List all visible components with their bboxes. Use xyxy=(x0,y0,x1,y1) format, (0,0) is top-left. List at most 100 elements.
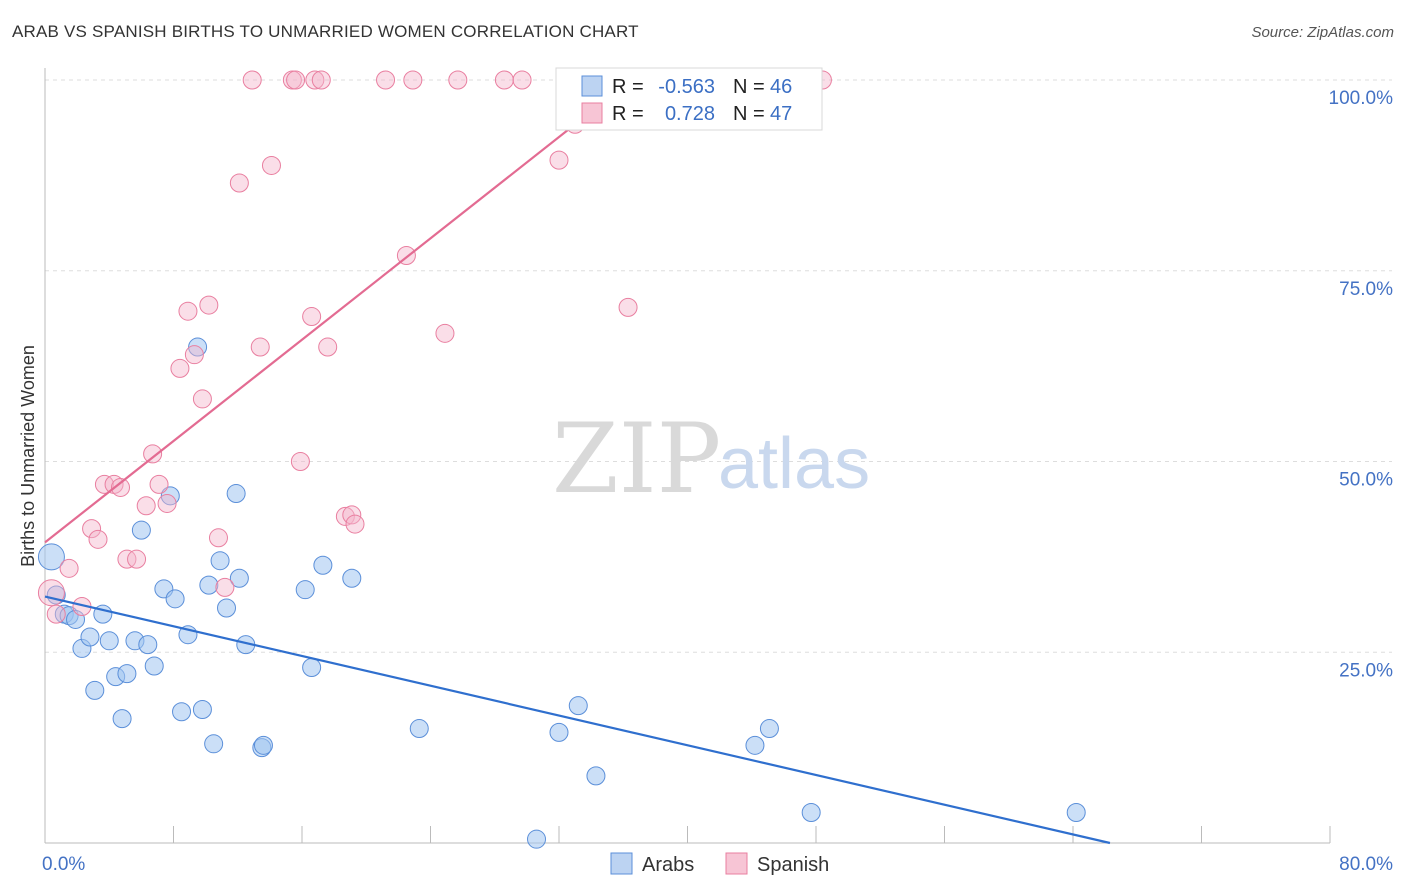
watermark-atlas: atlas xyxy=(718,424,870,504)
arabs-point-25 xyxy=(204,734,224,754)
arabs-point-20 xyxy=(172,702,192,722)
stats-legend: R = -0.563 N = 46 R = 0.728 N = 47 xyxy=(555,67,823,131)
stats-arabs-r-label: R = xyxy=(612,76,644,98)
arabs-point-45 xyxy=(1066,802,1086,822)
legend-label-spanish: Spanish xyxy=(757,854,829,876)
spanish-point-8 xyxy=(110,477,130,497)
arabs-point-44 xyxy=(801,802,821,822)
spanish-point-25 xyxy=(261,155,281,175)
spanish-point-12 xyxy=(143,444,163,464)
arabs-point-37 xyxy=(409,719,429,739)
arabs-point-41 xyxy=(586,766,606,786)
spanish-point-29 xyxy=(302,307,322,327)
spanish-point-1 xyxy=(46,604,66,624)
legend-label-arabs: Arabs xyxy=(642,854,694,876)
spanish-point-27 xyxy=(286,70,306,90)
arabs-point-11 xyxy=(112,709,132,729)
arabs-point-29 xyxy=(229,568,249,588)
arabs-point-38 xyxy=(527,829,547,849)
spanish-point-10 xyxy=(127,549,147,569)
trend-lines xyxy=(44,79,1111,845)
chart-title: ARAB VS SPANISH BIRTHS TO UNMARRIED WOME… xyxy=(12,22,639,41)
spanish-point-17 xyxy=(184,345,204,365)
stats-swatch-spanish xyxy=(581,102,603,124)
arabs-point-16 xyxy=(144,656,164,676)
y-tick-label-3: 100.0% xyxy=(1329,88,1394,109)
stats-spanish-r-value: 0.728 xyxy=(665,103,715,125)
spanish-point-43 xyxy=(549,150,569,170)
arabs-point-7 xyxy=(85,680,105,700)
gridlines xyxy=(45,79,1392,653)
watermark: ZIP atlas xyxy=(552,403,870,515)
watermark-zip: ZIP xyxy=(552,403,721,515)
stats-spanish-n-label: N = xyxy=(733,103,765,125)
spanish-point-28 xyxy=(290,452,310,471)
arabs-point-43 xyxy=(759,719,779,739)
spanish-point-24 xyxy=(250,337,270,357)
legend-swatch-spanish xyxy=(725,852,748,875)
y-tick-label-1: 50.0% xyxy=(1339,470,1393,491)
stats-arabs-n-label: N = xyxy=(733,76,765,98)
axes xyxy=(44,68,1331,844)
y-tick-labels: 25.0% 50.0% 75.0% 100.0% xyxy=(1329,88,1394,681)
series-arabs-points xyxy=(37,337,1086,849)
arabs-point-36 xyxy=(342,568,362,588)
arabs-point-26 xyxy=(210,551,230,571)
y-axis-label: Births to Unmarried Women xyxy=(18,345,38,567)
stats-spanish-r-label: R = xyxy=(612,103,644,125)
chart-source: Source: ZipAtlas.com xyxy=(1251,24,1394,41)
arabs-point-9 xyxy=(99,631,119,651)
arabs-point-0 xyxy=(37,543,65,571)
arabs-point-23 xyxy=(192,699,212,719)
stats-arabs-r-value: -0.563 xyxy=(658,76,715,98)
spanish-point-40 xyxy=(448,70,468,90)
spanish-point-15 xyxy=(170,358,190,378)
spanish-point-35 xyxy=(345,514,365,534)
arabs-point-19 xyxy=(165,589,185,609)
arabs-point-22 xyxy=(188,337,208,357)
spanish-point-5 xyxy=(88,529,108,549)
arabs-point-27 xyxy=(217,598,237,618)
spanish-point-45 xyxy=(618,297,638,317)
x-tick-label-1: 80.0% xyxy=(1339,854,1393,875)
stats-arabs-n-value: 46 xyxy=(770,76,792,98)
stats-swatch-arabs xyxy=(581,75,603,97)
arabs-point-28 xyxy=(226,484,246,504)
arabs-point-39 xyxy=(549,722,569,742)
spanish-point-42 xyxy=(512,70,532,90)
x-tick-labels: 0.0% 80.0% xyxy=(42,854,1393,875)
spanish-trend-line xyxy=(44,79,632,544)
series-spanish-points xyxy=(37,70,832,624)
arabs-point-15 xyxy=(138,635,158,655)
arabs-point-33 xyxy=(295,580,315,600)
legend-swatch-arabs xyxy=(610,852,633,875)
arabs-point-34 xyxy=(302,658,322,678)
spanish-point-32 xyxy=(318,337,338,357)
spanish-point-9 xyxy=(117,549,137,569)
arabs-point-40 xyxy=(568,696,588,716)
arabs-point-42 xyxy=(745,735,765,755)
spanish-point-23 xyxy=(242,70,262,90)
y-tick-label-0: 25.0% xyxy=(1339,660,1393,681)
spanish-point-30 xyxy=(305,70,325,90)
arabs-point-24 xyxy=(199,575,219,595)
spanish-point-2 xyxy=(59,558,79,578)
spanish-point-16 xyxy=(178,301,198,321)
spanish-point-20 xyxy=(208,528,228,548)
spanish-point-36 xyxy=(376,70,396,90)
arabs-point-6 xyxy=(80,627,100,647)
arabs-point-14 xyxy=(131,520,151,540)
spanish-point-6 xyxy=(94,474,114,494)
spanish-point-11 xyxy=(136,496,156,516)
spanish-point-38 xyxy=(403,70,423,90)
spanish-point-31 xyxy=(311,70,331,90)
spanish-point-14 xyxy=(157,493,177,513)
spanish-point-41 xyxy=(494,70,514,90)
spanish-point-4 xyxy=(82,519,102,539)
spanish-point-18 xyxy=(192,389,212,409)
spanish-point-19 xyxy=(199,295,219,315)
spanish-point-13 xyxy=(149,474,169,494)
arabs-point-35 xyxy=(313,555,333,575)
arabs-point-12 xyxy=(117,664,137,684)
